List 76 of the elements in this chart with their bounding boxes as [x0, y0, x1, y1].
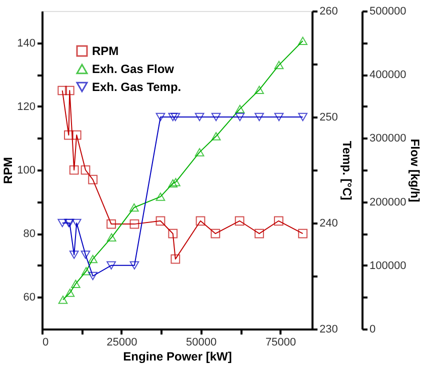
point	[170, 112, 180, 122]
point	[80, 250, 90, 259]
point	[69, 250, 79, 259]
point	[58, 296, 68, 304]
legend-label: Exh. Gas Temp.	[92, 80, 182, 94]
point	[58, 86, 68, 96]
point	[210, 228, 220, 238]
x-tick-label: 50000	[186, 336, 217, 348]
point	[254, 228, 264, 238]
point	[254, 86, 264, 94]
point	[168, 179, 178, 188]
point	[235, 112, 245, 122]
point	[58, 218, 68, 228]
point	[234, 216, 244, 226]
point	[88, 174, 98, 184]
point	[72, 130, 82, 140]
x-tick-label: 25000	[106, 336, 138, 348]
point	[64, 86, 74, 96]
point	[106, 219, 116, 229]
point	[130, 219, 140, 229]
point	[106, 261, 116, 270]
point	[156, 216, 166, 226]
y3-tick-label: 500000	[370, 6, 406, 18]
y2-tick-label: 240	[320, 218, 338, 230]
point	[194, 112, 204, 122]
y2-tick-label: 260	[320, 6, 338, 18]
point	[80, 165, 90, 175]
point	[235, 104, 245, 114]
point	[298, 112, 308, 122]
point	[211, 132, 221, 140]
point	[156, 112, 166, 122]
x-tick-label: 75000	[265, 336, 296, 348]
point	[298, 228, 308, 238]
y-tick-label: 80	[23, 228, 36, 240]
point	[171, 178, 180, 186]
y3-tick-label: 300000	[370, 132, 406, 145]
y3-tick-label: 100000	[370, 260, 406, 272]
point	[168, 112, 178, 122]
y3-tick-label: 200000	[370, 196, 406, 208]
point	[254, 112, 264, 122]
point	[69, 165, 79, 175]
point	[170, 254, 180, 264]
legend-label: Exh. Gas Flow	[92, 62, 175, 76]
point	[211, 112, 221, 122]
point	[72, 218, 82, 228]
point	[168, 228, 178, 238]
y3-tick-label: 0	[370, 324, 376, 336]
point	[298, 36, 308, 46]
point	[194, 148, 204, 156]
y-tick-label: 140	[17, 37, 36, 50]
y3-tick-label: 400000	[370, 69, 406, 82]
point	[88, 272, 98, 280]
point	[196, 216, 206, 226]
legend-label: RPM	[92, 44, 119, 58]
point	[81, 267, 91, 276]
y2-tick-label: 250	[320, 112, 338, 124]
y2-axis-title: Temp. [°C]	[340, 140, 354, 200]
point	[64, 130, 74, 140]
point	[274, 112, 284, 122]
y3-axis-title: Flow [kg/h]	[408, 138, 422, 202]
y-tick-label: 120	[17, 100, 36, 113]
y-tick-label: 100	[17, 164, 36, 176]
x-axis-title: Engine Power [kW]	[123, 350, 232, 364]
y-tick-label: 60	[23, 292, 36, 304]
point	[65, 288, 75, 297]
point	[106, 233, 116, 242]
point	[274, 216, 284, 226]
point	[274, 60, 284, 70]
point	[129, 203, 139, 212]
point	[88, 254, 98, 264]
y-axis-title: RPM	[1, 157, 16, 184]
y2-tick-label: 230	[320, 324, 338, 336]
point	[156, 192, 166, 201]
point	[130, 261, 140, 270]
point	[70, 280, 80, 288]
x-tick-label: 0	[42, 336, 49, 348]
